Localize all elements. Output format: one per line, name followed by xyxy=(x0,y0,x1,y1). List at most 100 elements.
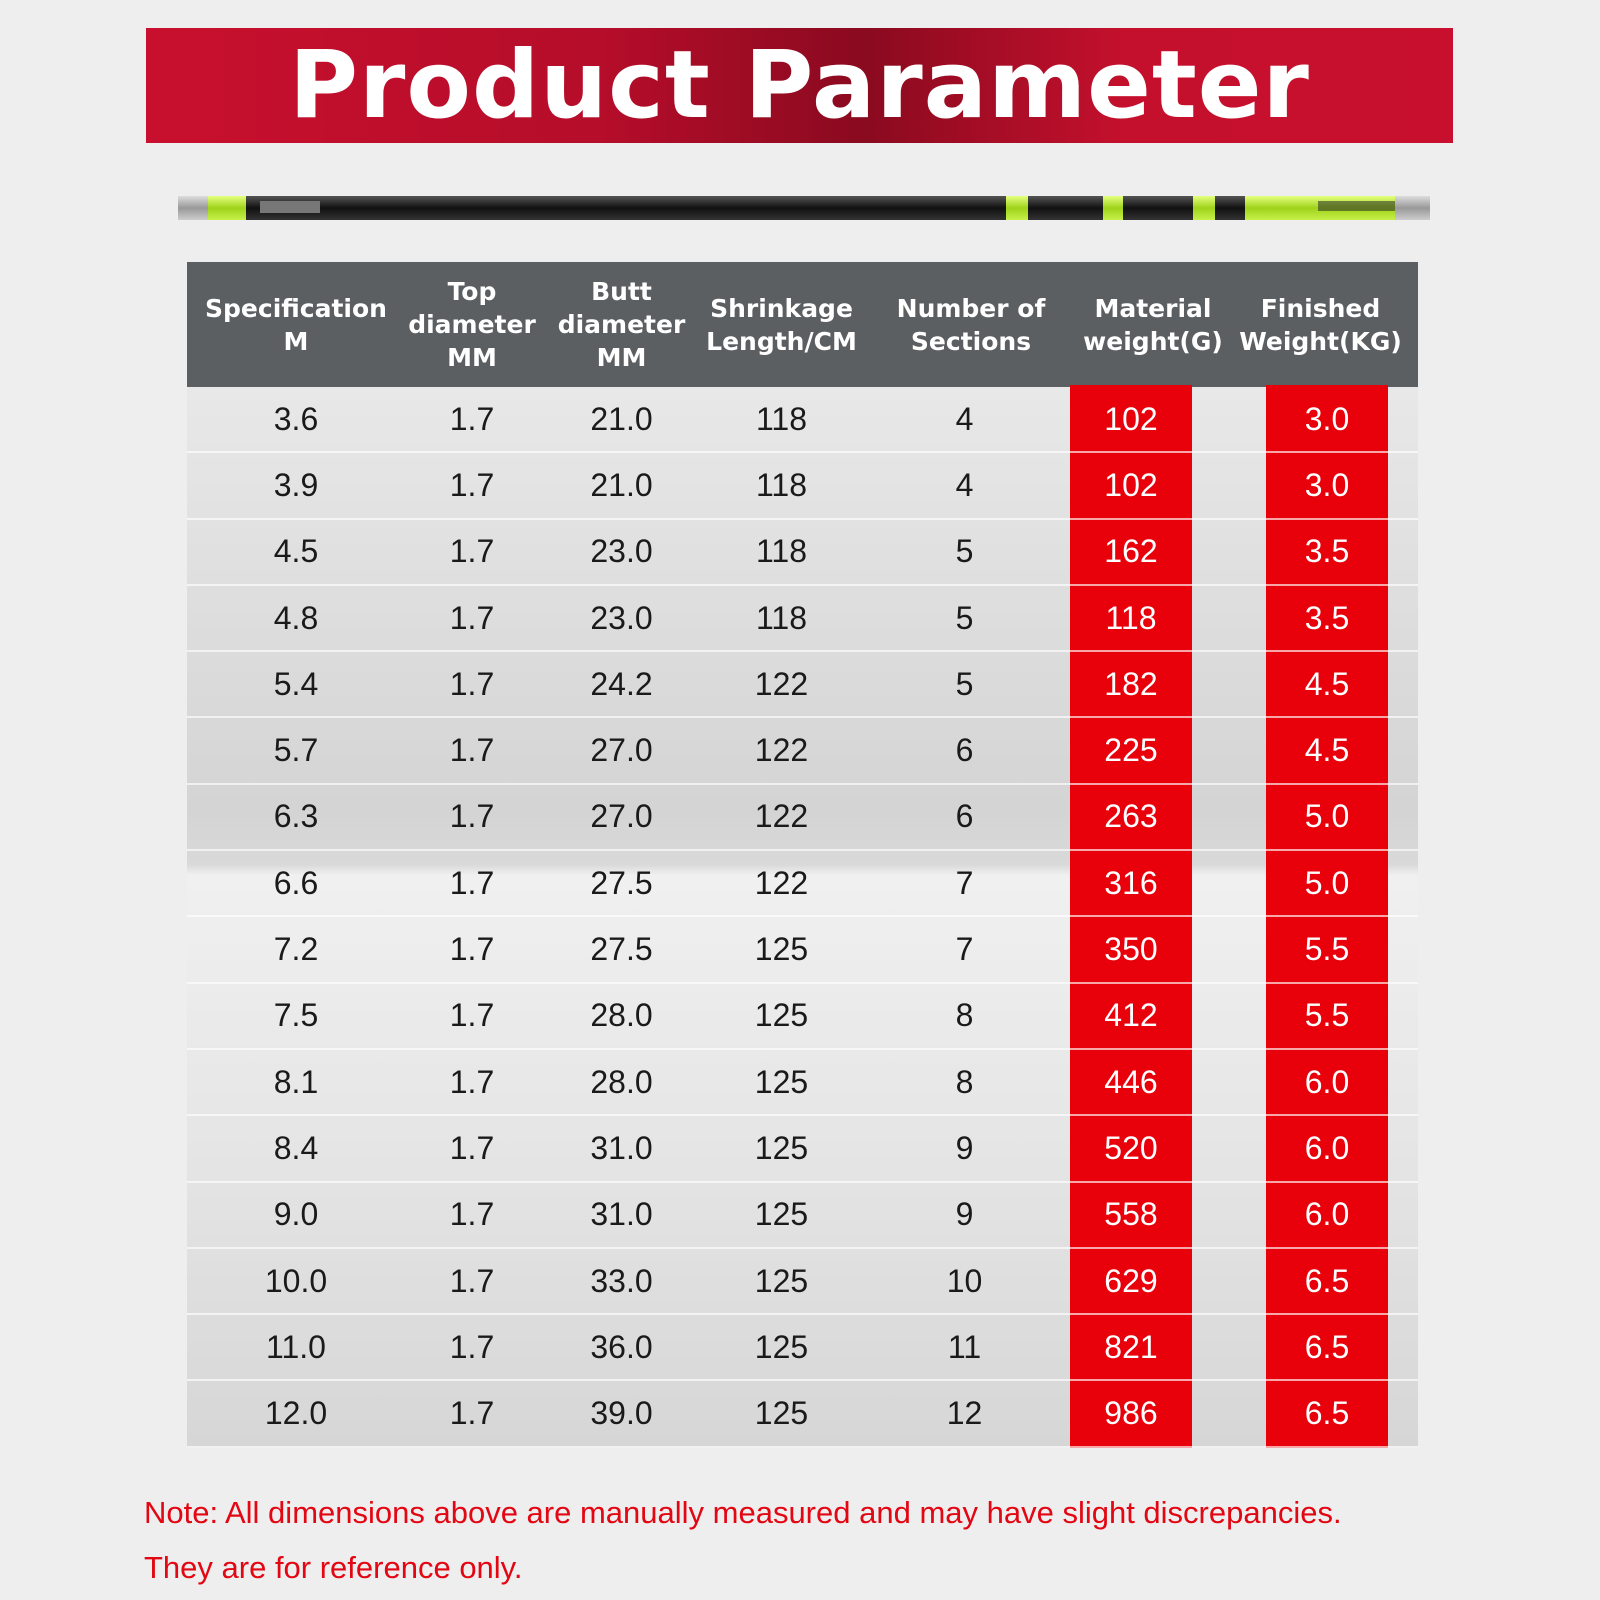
cell-material-weight: 102 xyxy=(1104,466,1158,503)
cell-sections: 12 xyxy=(946,1395,983,1432)
cell-material-weight: 102 xyxy=(1104,400,1158,437)
cell-butt-diameter: 21.0 xyxy=(590,400,653,437)
cell-specification: 3.6 xyxy=(273,400,319,437)
cell-material-weight: 986 xyxy=(1104,1395,1158,1432)
cell-top-diameter: 1.7 xyxy=(449,400,495,437)
cell-butt-diameter: 27.0 xyxy=(590,732,653,769)
cell-top-diameter: 1.7 xyxy=(449,798,495,835)
cell-specification: 8.1 xyxy=(273,1063,319,1100)
table-row: 7.5 1.7 28.0 125 8 412 5.5 xyxy=(187,984,1418,1050)
cell-finished-weight: 6.0 xyxy=(1304,1196,1350,1233)
cell-butt-diameter: 33.0 xyxy=(590,1262,653,1299)
cell-butt-diameter: 27.5 xyxy=(590,864,653,901)
cell-material-weight: 558 xyxy=(1104,1196,1158,1233)
cell-material-weight: 629 xyxy=(1104,1262,1158,1299)
cell-material-weight: 446 xyxy=(1104,1063,1158,1100)
disclaimer-note: Note: All dimensions above are manually … xyxy=(144,1485,1464,1595)
cell-specification: 5.4 xyxy=(273,665,319,702)
cell-finished-weight: 6.5 xyxy=(1304,1328,1350,1365)
cell-specification: 3.9 xyxy=(273,466,319,503)
cell-sections: 9 xyxy=(955,1196,974,1233)
header-number-of-sections: Number of Sections xyxy=(896,293,1046,356)
cell-shrinkage-length: 118 xyxy=(755,533,807,570)
cell-finished-weight: 4.5 xyxy=(1304,732,1350,769)
cell-sections: 5 xyxy=(955,533,974,570)
cell-top-diameter: 1.7 xyxy=(449,1328,495,1365)
cell-specification: 4.8 xyxy=(273,599,319,636)
cell-specification: 10.0 xyxy=(264,1262,328,1299)
cell-finished-weight: 5.5 xyxy=(1304,997,1350,1034)
cell-finished-weight: 6.0 xyxy=(1304,1129,1350,1166)
cell-sections: 11 xyxy=(947,1328,982,1365)
cell-top-diameter: 1.7 xyxy=(449,1129,495,1166)
cell-sections: 4 xyxy=(955,400,974,437)
cell-specification: 8.4 xyxy=(273,1129,319,1166)
cell-shrinkage-length: 125 xyxy=(754,1328,809,1365)
cell-material-weight: 225 xyxy=(1104,732,1158,769)
cell-specification: 12.0 xyxy=(264,1395,328,1432)
cell-finished-weight: 3.0 xyxy=(1304,400,1350,437)
cell-top-diameter: 1.7 xyxy=(449,732,495,769)
cell-material-weight: 821 xyxy=(1104,1328,1158,1365)
cell-sections: 5 xyxy=(955,665,974,702)
cell-shrinkage-length: 125 xyxy=(754,997,809,1034)
cell-specification: 9.0 xyxy=(273,1196,319,1233)
cell-sections: 4 xyxy=(955,466,974,503)
cell-specification: 5.7 xyxy=(273,732,319,769)
table-row: 9.0 1.7 31.0 125 9 558 6.0 xyxy=(187,1183,1418,1249)
table-row: 3.9 1.7 21.0 118 4 102 3.0 xyxy=(187,453,1418,520)
cell-shrinkage-length: 125 xyxy=(754,1395,809,1432)
cell-material-weight: 350 xyxy=(1104,931,1158,968)
table-row: 8.1 1.7 28.0 125 8 446 6.0 xyxy=(187,1050,1418,1117)
cell-material-weight: 316 xyxy=(1104,864,1158,901)
cell-sections: 5 xyxy=(955,599,974,636)
cell-butt-diameter: 21.0 xyxy=(590,466,653,503)
cell-sections: 8 xyxy=(955,1063,974,1100)
cell-material-weight: 182 xyxy=(1104,665,1158,702)
header-finished-weight: Finished Weight(KG) xyxy=(1239,293,1402,356)
cell-material-weight: 162 xyxy=(1104,533,1158,570)
cell-finished-weight: 6.0 xyxy=(1304,1063,1350,1100)
cell-butt-diameter: 24.2 xyxy=(590,665,653,702)
cell-finished-weight: 5.5 xyxy=(1304,931,1350,968)
cell-butt-diameter: 23.0 xyxy=(590,533,653,570)
header-specification: Specification M xyxy=(205,293,387,356)
note-line-1: Note: All dimensions above are manually … xyxy=(144,1495,1342,1530)
cell-shrinkage-length: 125 xyxy=(754,1262,809,1299)
cell-butt-diameter: 31.0 xyxy=(590,1129,653,1166)
table-row: 10.0 1.7 33.0 125 10 629 6.5 xyxy=(187,1249,1418,1316)
title-banner: Product Parameter xyxy=(146,28,1453,143)
table-row: 4.5 1.7 23.0 118 5 162 3.5 xyxy=(187,520,1418,586)
cell-top-diameter: 1.7 xyxy=(449,533,495,570)
cell-top-diameter: 1.7 xyxy=(449,1196,495,1233)
cell-shrinkage-length: 125 xyxy=(754,1196,809,1233)
cell-butt-diameter: 31.0 xyxy=(590,1196,653,1233)
cell-butt-diameter: 36.0 xyxy=(590,1328,653,1365)
cell-shrinkage-length: 122 xyxy=(754,665,809,702)
cell-specification: 7.2 xyxy=(273,931,319,968)
cell-shrinkage-length: 122 xyxy=(754,732,809,769)
cell-material-weight: 520 xyxy=(1104,1129,1158,1166)
cell-finished-weight: 5.0 xyxy=(1304,864,1350,901)
cell-shrinkage-length: 122 xyxy=(754,798,809,835)
cell-shrinkage-length: 118 xyxy=(755,599,807,636)
table-row: 6.6 1.7 27.5 122 7 316 5.0 xyxy=(187,851,1418,918)
cell-sections: 8 xyxy=(955,997,974,1034)
cell-shrinkage-length: 125 xyxy=(754,1063,809,1100)
table-row: 6.3 1.7 27.0 122 6 263 5.0 xyxy=(187,785,1418,852)
cell-finished-weight: 6.5 xyxy=(1304,1395,1350,1432)
header-butt-diameter: Butt diameter MM xyxy=(557,277,686,372)
cell-shrinkage-length: 118 xyxy=(755,400,807,437)
cell-sections: 9 xyxy=(955,1129,974,1166)
cell-top-diameter: 1.7 xyxy=(449,1262,495,1299)
cell-finished-weight: 5.0 xyxy=(1304,798,1350,835)
cell-butt-diameter: 27.5 xyxy=(590,931,653,968)
cell-top-diameter: 1.7 xyxy=(449,665,495,702)
cell-butt-diameter: 28.0 xyxy=(590,997,653,1034)
cell-top-diameter: 1.7 xyxy=(449,466,495,503)
table-row: 7.2 1.7 27.5 125 7 350 5.5 xyxy=(187,917,1418,984)
cell-shrinkage-length: 125 xyxy=(754,1129,809,1166)
cell-material-weight: 263 xyxy=(1104,798,1158,835)
table-row: 4.8 1.7 23.0 118 5 118 3.5 xyxy=(187,586,1418,653)
table-row: 3.6 1.7 21.0 118 4 102 3.0 xyxy=(187,387,1418,454)
